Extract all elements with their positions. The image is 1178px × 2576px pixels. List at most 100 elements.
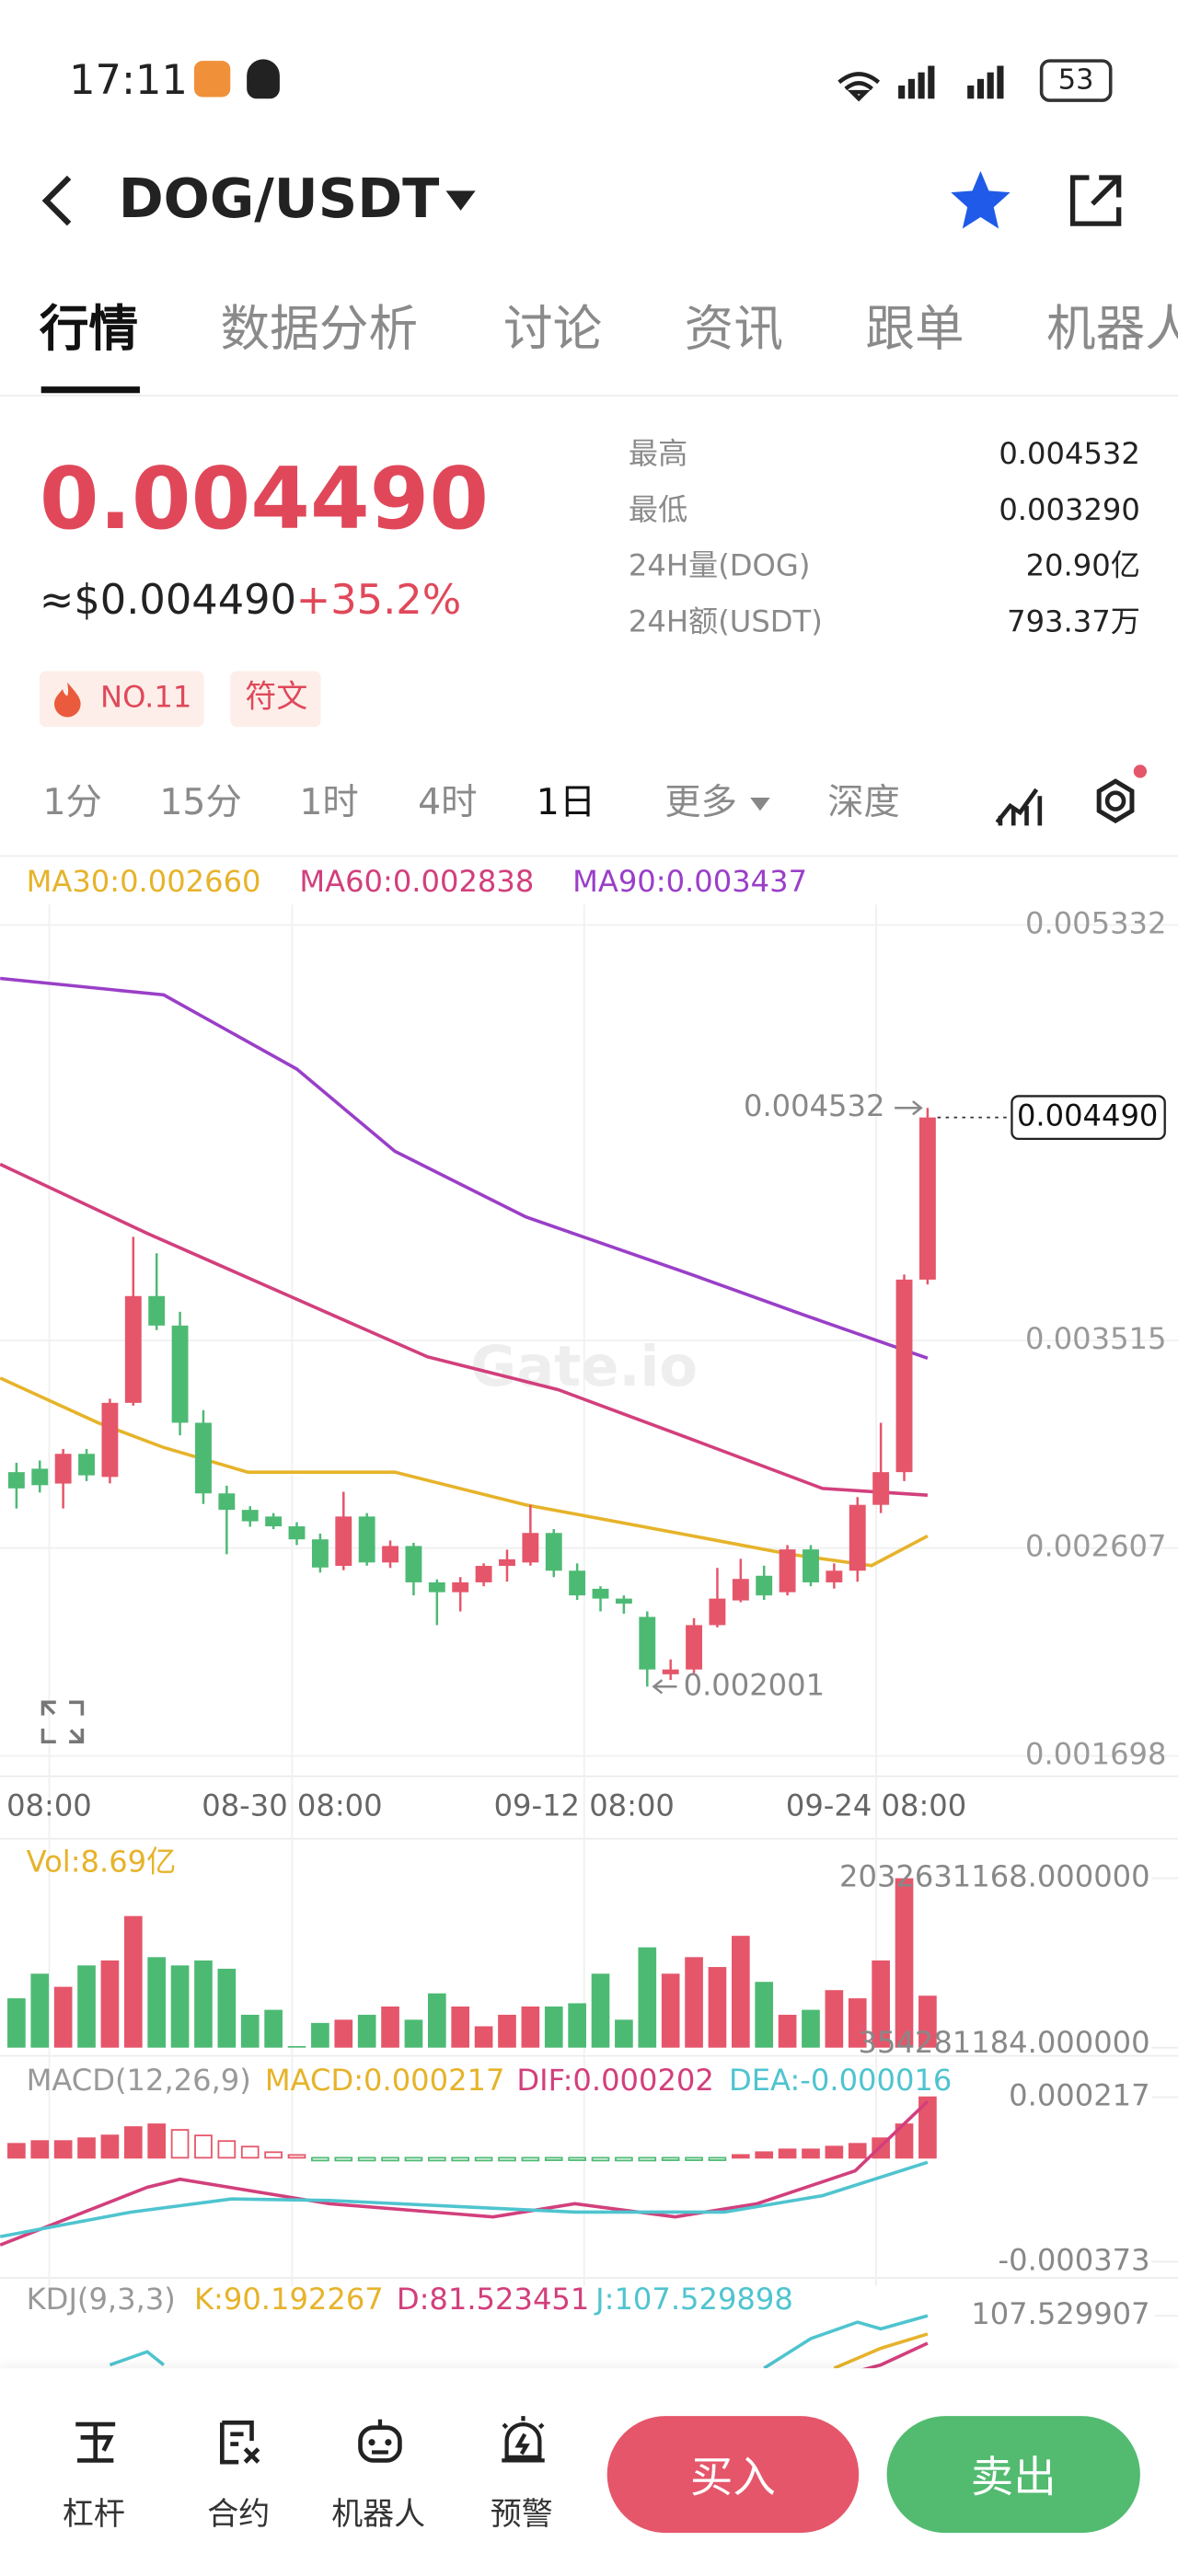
candle-body [195,1422,212,1494]
candle-body [452,1581,469,1593]
signal-icons [836,63,1034,107]
volume-bar [240,2014,260,2048]
stat-label: 最低 [628,493,688,528]
status-icon [247,59,280,99]
macd-bar [194,2134,213,2159]
nav-label[interactable]: 预警 [490,2496,553,2534]
y-tick-label: 0.001698 [1025,1737,1166,1772]
macd-bar [404,2156,423,2162]
category-tag: 符文 [230,671,321,728]
macd-legend: MACD:0.000217 [265,2063,505,2098]
macd-legend: DEA:-0.000016 [729,2063,952,2098]
tab[interactable]: 资讯 [684,301,783,359]
tab-indicator [40,386,140,394]
interval[interactable]: 4时 [418,782,478,824]
candle-body [918,1117,936,1280]
candle-body [709,1598,726,1626]
stat-value: 0.003290 [999,493,1140,528]
interval[interactable]: 1日 [536,782,596,824]
interval[interactable]: 1时 [299,782,359,824]
tab[interactable]: 讨论 [503,301,603,359]
candle-body [124,1295,142,1403]
volume-bar [311,2022,329,2048]
fullscreen-button[interactable] [40,1699,86,1745]
tab[interactable]: 数据分析 [220,301,419,359]
macd-bar [217,2140,237,2159]
macd-bar [778,2148,797,2159]
volume-bar [217,1968,237,2048]
dropdown-arrow[interactable] [445,188,478,214]
volume-bar [381,2006,399,2048]
ma-legend: MA60:0.002838 [299,864,534,899]
category-text: 符文 [245,679,308,716]
candle-body [826,1570,843,1582]
macd-legend: MACD(12,26,9) [27,2063,251,2098]
nav-label[interactable]: 杠杆 [62,2496,125,2534]
macd-bar [755,2151,774,2159]
indicator-line [109,2350,165,2367]
candle-body [54,1454,72,1484]
volume-bar [427,1993,446,2048]
macd-bar [147,2123,167,2159]
volume-bar [123,1915,143,2048]
settings-button[interactable] [1086,760,1152,829]
volume-bar [731,1936,750,2048]
candle-body [405,1546,422,1582]
nav-label[interactable]: 合约 [207,2496,271,2534]
candle-body [382,1546,398,1563]
indicator-line [0,2099,930,2247]
tab[interactable]: 行情 [39,301,139,359]
sell-button[interactable]: 卖出 [886,2416,1140,2534]
dropdown-arrow [750,798,770,811]
share-button[interactable] [1066,171,1125,230]
macd-bar [685,2156,703,2161]
candle-body [615,1598,632,1604]
volume-bar [404,2019,423,2048]
candle-body [686,1625,702,1670]
volume-bar [568,2003,586,2048]
kline-chart: Gate.io0.0053320.0035150.0026070.0016980… [0,864,1178,2369]
candle-body [335,1516,352,1567]
candle-body [288,1526,306,1540]
nav-label[interactable]: 机器人 [331,2496,426,2534]
candle-body [849,1504,866,1571]
annotation-arrow [895,1100,923,1116]
signal [837,65,1004,102]
interval[interactable]: 1分 [42,782,102,824]
volume-bar [591,1973,610,2048]
tab[interactable]: 跟单 [865,301,964,359]
macd-bar [521,2156,540,2162]
interval[interactable]: 深度 [827,782,900,824]
candle-body [428,1581,445,1593]
fire-icon [53,682,81,718]
interval[interactable]: 15分 [159,782,242,824]
indicator-button[interactable] [994,779,1044,829]
macd-bar [334,2156,353,2162]
indicator-line [0,2160,929,2238]
volume-bar [615,2019,633,2048]
nav-icon [502,2416,545,2463]
favorite-star[interactable] [948,167,1014,234]
high-annotation: 0.004532 [744,1088,884,1123]
volume-bar [451,2006,470,2048]
candle-body [779,1549,796,1593]
y-tick-label: 0.005332 [1025,905,1166,940]
volume-bar [848,1998,867,2048]
nav-icon [75,2421,116,2463]
y-tick-label: -0.000373 [999,2242,1150,2277]
volume-bar [334,2019,353,2048]
volume-bar [755,1982,774,2048]
volume-bar [708,1967,727,2048]
candle-body [872,1472,890,1505]
pair-title[interactable]: DOG/USDT [118,166,440,231]
macd-bar [264,2151,283,2159]
back-button[interactable] [33,171,83,230]
buy-button[interactable]: 买入 [606,2416,860,2534]
candle-body [545,1533,562,1571]
tab[interactable]: 机器人 [1045,301,1178,359]
macd-bar [240,2145,260,2159]
interval[interactable]: 更多 [664,782,737,824]
volume-bar [147,1957,167,2048]
candle-body [101,1402,119,1478]
